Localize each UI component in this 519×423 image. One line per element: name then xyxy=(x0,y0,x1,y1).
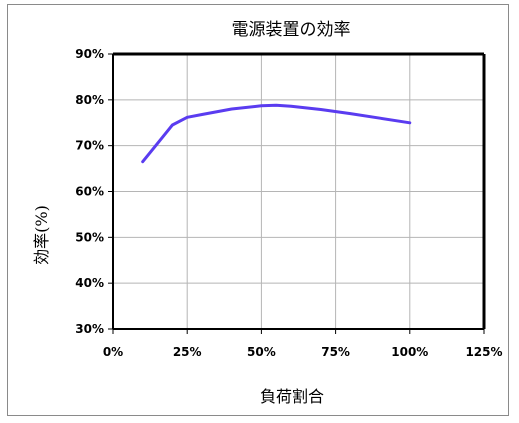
chart-frame: 電源装置の効率 90% 80% 70% 60% 50% 40% 30% 0% 25% 50% 75… xyxy=(7,4,509,416)
y-tick-label: 90% xyxy=(75,47,104,61)
y-tick-label: 30% xyxy=(75,322,104,336)
x-tick-label: 25% xyxy=(173,345,202,359)
y-tick-label: 40% xyxy=(75,276,104,290)
x-axis-ticks: 0% 25% 50% 75% 100% 125% xyxy=(103,329,503,359)
x-axis-title: 負荷割合 xyxy=(260,387,324,406)
y-tick-label: 50% xyxy=(75,230,104,244)
y-tick-label: 80% xyxy=(75,93,104,107)
y-axis-title: 効率(%) xyxy=(32,205,51,265)
y-axis-ticks: 90% 80% 70% 60% 50% 40% 30% xyxy=(75,47,113,336)
x-tick-label: 50% xyxy=(247,345,276,359)
y-tick-label: 70% xyxy=(75,139,104,153)
gridlines xyxy=(113,54,484,329)
series-line xyxy=(141,103,412,164)
x-tick-label: 100% xyxy=(391,345,428,359)
chart-svg: 電源装置の効率 90% 80% 70% 60% 50% 40% 30% 0% 25% 50% 75… xyxy=(32,20,503,406)
x-tick-label: 0% xyxy=(103,345,123,359)
y-tick-label: 60% xyxy=(75,185,104,199)
chart-title: 電源装置の効率 xyxy=(232,20,351,40)
x-tick-label: 125% xyxy=(465,345,502,359)
x-tick-label: 75% xyxy=(321,345,350,359)
